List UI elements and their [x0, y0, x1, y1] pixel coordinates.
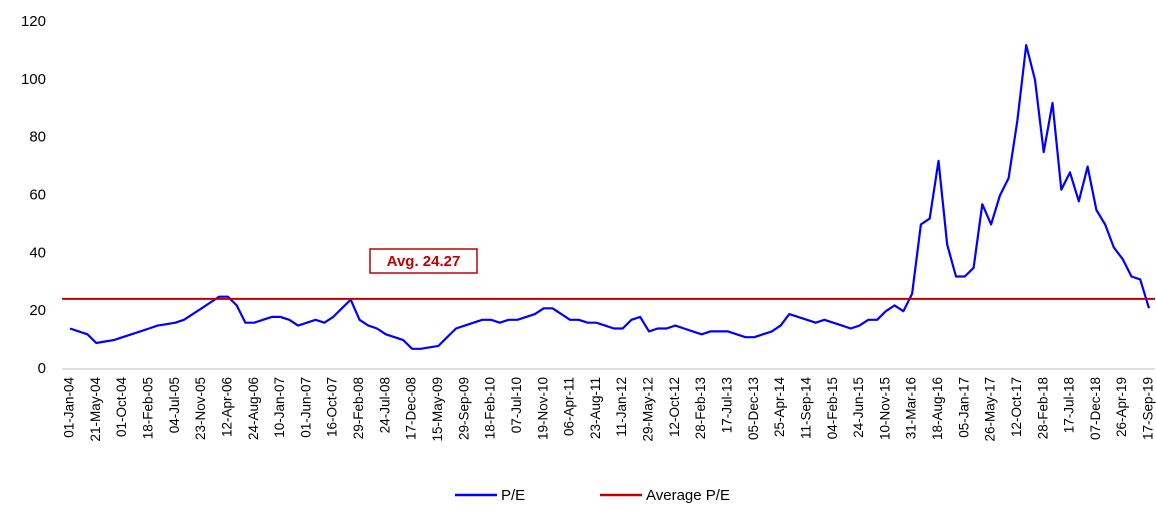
x-tick-label: 01-Oct-04 [114, 377, 129, 438]
x-tick-label: 15-May-09 [430, 377, 445, 442]
line-series [69, 44, 1151, 350]
x-tick-label: 01-Jun-07 [298, 377, 313, 438]
x-tick-label: 11-Jan-12 [614, 377, 629, 437]
x-tick-label: 23-Aug-11 [588, 377, 603, 439]
x-tick-label: 04-Feb-15 [825, 377, 840, 439]
x-tick-label: 26-Apr-19 [1114, 377, 1129, 437]
x-tick-label: 04-Jul-05 [167, 377, 182, 433]
y-tick-label: 80 [29, 129, 46, 146]
x-tick-label: 25-Apr-14 [772, 377, 787, 438]
x-tick-label: 18-Feb-05 [141, 377, 156, 439]
x-tick-label: 01-Jan-04 [62, 377, 77, 438]
x-tick-label: 28-Feb-18 [1035, 377, 1050, 439]
x-tick-label: 12-Oct-12 [667, 377, 682, 437]
annotation: Avg. 24.27 [387, 253, 461, 270]
x-tick-label: 10-Jan-07 [272, 377, 287, 438]
x-tick-label: 05-Jan-17 [956, 377, 971, 438]
x-tick-label: 31-Mar-16 [904, 377, 919, 439]
y-tick-label: 60 [29, 186, 46, 203]
x-tick-label: 24-Jul-08 [377, 377, 392, 433]
y-tick-label: 40 [29, 244, 46, 261]
x-tick-label: 17-Jul-13 [719, 377, 734, 433]
x-tick-label: 10-Nov-15 [877, 377, 892, 440]
legend-label: Average P/E [646, 487, 730, 504]
x-tick-label: 17-Dec-08 [404, 377, 419, 440]
x-tick-label: 17-Jul-18 [1062, 377, 1077, 433]
x-tick-label: 21-May-04 [88, 377, 103, 442]
x-tick-label: 29-Feb-08 [351, 377, 366, 439]
x-tick-label: 24-Aug-06 [246, 377, 261, 440]
x-tick-label: 23-Nov-05 [193, 377, 208, 440]
x-tick-label: 12-Oct-17 [1009, 377, 1024, 437]
x-tick-label: 18-Feb-10 [483, 377, 498, 439]
x-tick-label: 19-Nov-10 [535, 377, 550, 440]
x-tick-label: 17-Sep-19 [1141, 377, 1156, 440]
legend-label: P/E [501, 487, 525, 504]
y-tick-label: 0 [38, 360, 46, 377]
x-tick-label: 06-Apr-11 [562, 377, 577, 436]
x-tick-label: 26-May-17 [983, 377, 998, 442]
y-tick-label: 20 [29, 302, 46, 319]
x-tick-label: 29-May-12 [641, 377, 656, 442]
x-tick-label: 29-Sep-09 [456, 377, 471, 440]
x-tick-label: 16-Oct-07 [325, 377, 340, 437]
x-tick-label: 24-Jun-15 [851, 377, 866, 438]
x-tick-label: 18-Aug-16 [930, 377, 945, 440]
x-tick-label: 11-Sep-14 [798, 377, 813, 440]
x-tick-label: 07-Jul-10 [509, 377, 524, 433]
y-tick-label: 100 [21, 71, 46, 88]
annotation-box [369, 248, 478, 274]
x-tick-label: 28-Feb-13 [693, 377, 708, 439]
x-tick-label: 05-Dec-13 [746, 377, 761, 440]
x-tick-label: 12-Apr-06 [219, 377, 234, 437]
y-tick-label: 120 [21, 13, 46, 30]
x-tick-label: 07-Dec-18 [1088, 377, 1103, 440]
